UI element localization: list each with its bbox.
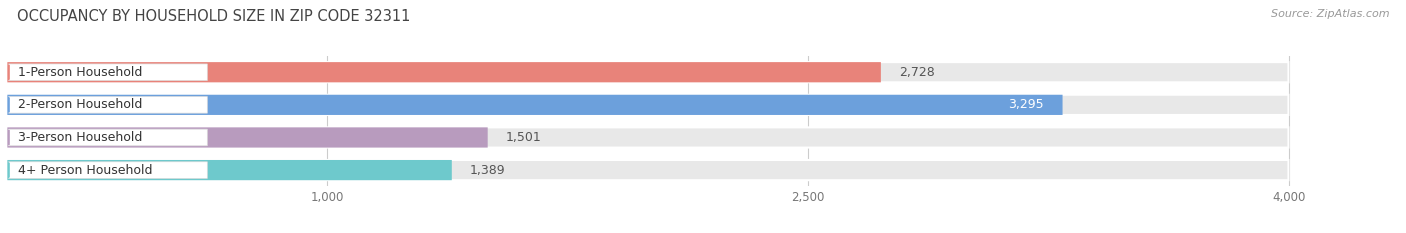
Text: 1,501: 1,501 [506, 131, 541, 144]
Text: 3-Person Household: 3-Person Household [18, 131, 143, 144]
FancyBboxPatch shape [7, 95, 1288, 115]
FancyBboxPatch shape [7, 62, 882, 82]
FancyBboxPatch shape [8, 162, 207, 178]
FancyBboxPatch shape [7, 127, 1288, 147]
Text: 1,389: 1,389 [470, 164, 505, 177]
FancyBboxPatch shape [7, 160, 1288, 180]
Text: 4+ Person Household: 4+ Person Household [18, 164, 153, 177]
Text: 1-Person Household: 1-Person Household [18, 66, 143, 79]
Text: Source: ZipAtlas.com: Source: ZipAtlas.com [1271, 9, 1389, 19]
FancyBboxPatch shape [7, 62, 1288, 82]
FancyBboxPatch shape [7, 160, 451, 180]
FancyBboxPatch shape [7, 95, 1063, 115]
FancyBboxPatch shape [8, 129, 207, 146]
Text: 2-Person Household: 2-Person Household [18, 98, 143, 111]
Text: 2,728: 2,728 [898, 66, 935, 79]
FancyBboxPatch shape [8, 64, 207, 81]
FancyBboxPatch shape [8, 96, 207, 113]
FancyBboxPatch shape [7, 127, 488, 147]
Text: 3,295: 3,295 [1008, 98, 1043, 111]
Text: OCCUPANCY BY HOUSEHOLD SIZE IN ZIP CODE 32311: OCCUPANCY BY HOUSEHOLD SIZE IN ZIP CODE … [17, 9, 411, 24]
